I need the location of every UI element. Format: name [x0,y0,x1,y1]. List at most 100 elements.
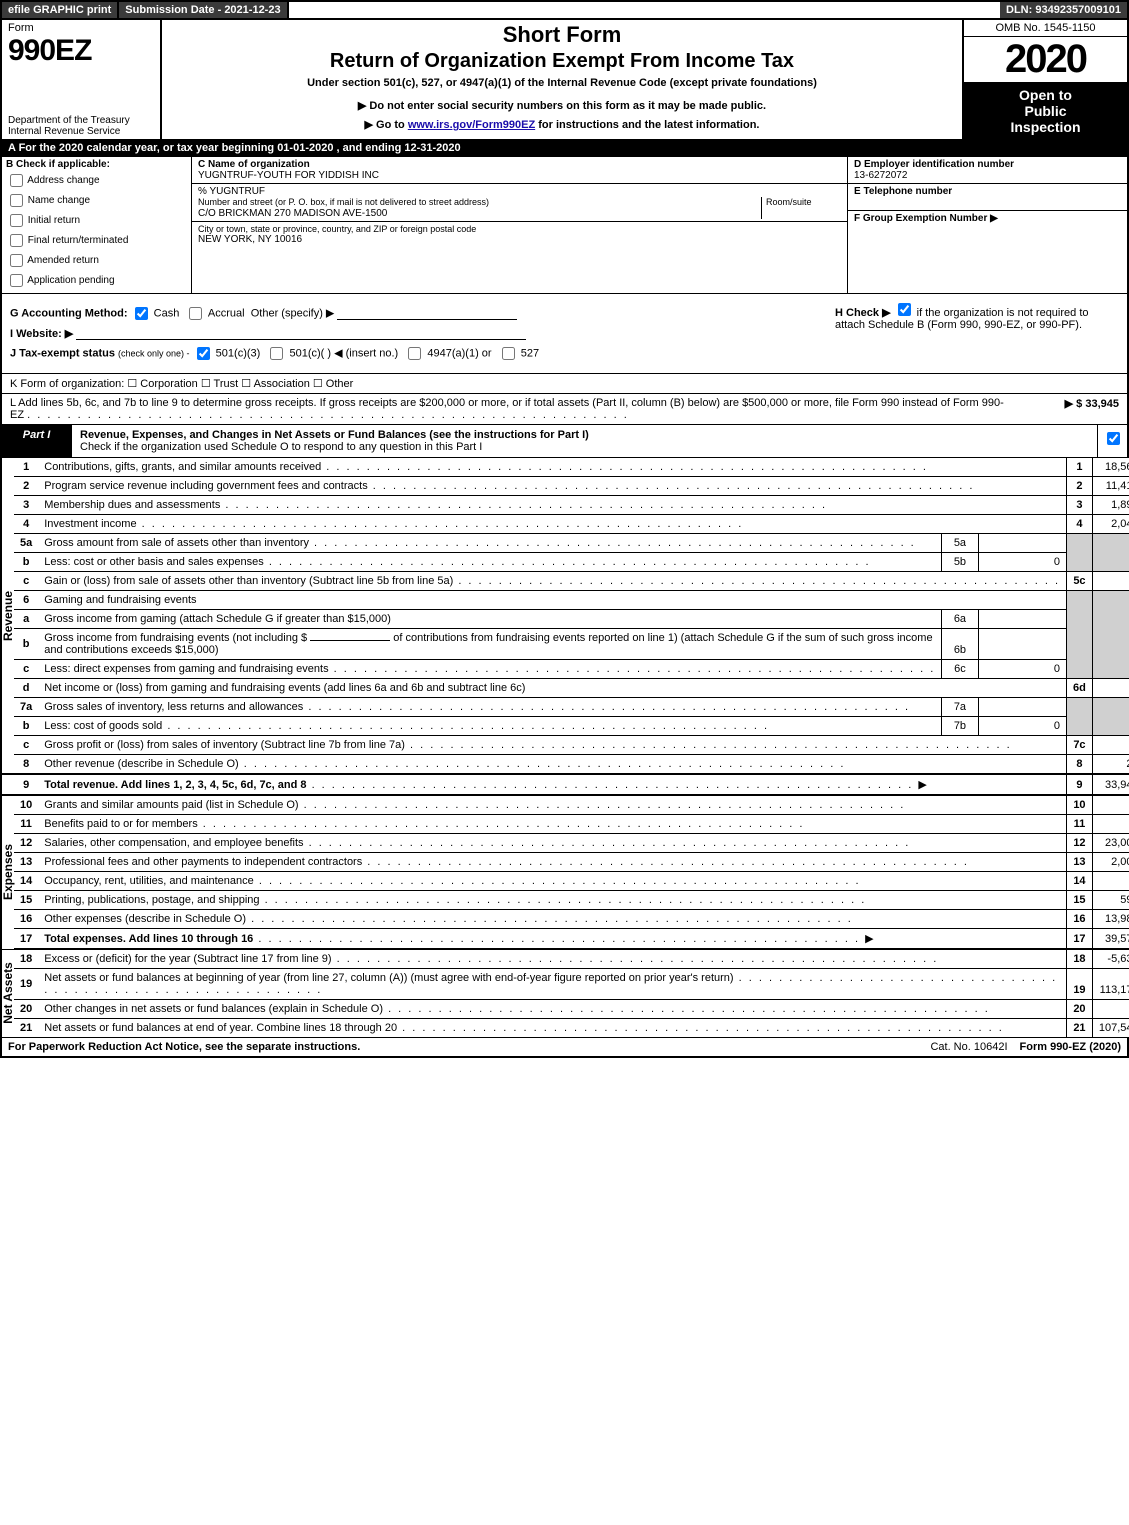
chk-501c[interactable] [270,347,283,360]
line-ref: 17 [1067,929,1093,950]
line-ref: 11 [1067,815,1093,834]
instr-pre: ▶ Go to [365,119,408,131]
d-cell: D Employer identification number 13-6272… [848,157,1127,184]
sub-val [978,610,1066,629]
expenses-band: Expenses [1,795,14,949]
table-row: 11 Benefits paid to or for members 11 [1,815,1129,834]
line-ref: 6d [1067,679,1093,698]
line-num: 10 [14,795,38,815]
line-amt: 107,540 [1092,1019,1129,1038]
part-i-title: Revenue, Expenses, and Changes in Net As… [72,425,1097,457]
line-ref: 19 [1067,969,1093,1000]
line-amt [1092,1000,1129,1019]
shade-cell [1067,698,1093,736]
form-number: 990EZ [8,34,154,68]
other-input[interactable] [337,308,517,320]
line-amt: 1,890 [1092,496,1129,515]
line-num: 2 [14,477,38,496]
top-bar: efile GRAPHIC print Submission Date - 20… [0,0,1129,20]
line-amt: 11,413 [1092,477,1129,496]
line-num: 8 [14,755,38,775]
table-row: 19 Net assets or fund balances at beginn… [1,969,1129,1000]
line-num: c [14,736,38,755]
j-4947: 4947(a)(1) or [427,348,491,360]
open-to-public-box: Open to Public Inspection [964,83,1127,139]
irs-link[interactable]: www.irs.gov/Form990EZ [408,119,535,131]
chk-amended[interactable]: Amended return [6,251,187,270]
l-amount: ▶ $ 33,945 [1009,397,1119,421]
chk-final[interactable]: Final return/terminated [6,231,187,250]
line-num: 21 [14,1019,38,1038]
line-desc: Salaries, other compensation, and employ… [38,834,1066,853]
header-left: Form 990EZ Department of the Treasury In… [2,20,162,139]
e-label: E Telephone number [854,186,1121,197]
street-address: C/O BRICKMAN 270 MADISON AVE-1500 [198,208,387,219]
chk-address[interactable]: Address change [6,171,187,190]
line-desc: Grants and similar amounts paid (list in… [38,795,1066,815]
form-word: Form [8,22,154,34]
line-ref: 12 [1067,834,1093,853]
j-501c3: 501(c)(3) [216,348,261,360]
sub-val [978,629,1066,660]
line-ref: 13 [1067,853,1093,872]
header-right: OMB No. 1545-1150 2020 Open to Public In… [962,20,1127,139]
table-row: 4 Investment income 4 2,049 [1,515,1129,534]
efile-print-button[interactable]: efile GRAPHIC print [2,2,119,18]
org-name: YUGNTRUF-YOUTH FOR YIDDISH INC [198,170,841,181]
sub-val: 0 [978,553,1066,572]
line-num: b [14,717,38,736]
table-row: 17 Total expenses. Add lines 10 through … [1,929,1129,950]
table-row: 3 Membership dues and assessments 3 1,89… [1,496,1129,515]
accrual-label: Accrual [208,307,245,319]
chk-4947[interactable] [408,347,421,360]
line-desc: Other expenses (describe in Schedule O) [38,910,1066,929]
shade-cell [1092,591,1129,679]
chk-initial[interactable]: Initial return [6,211,187,230]
table-row: 6 Gaming and fundraising events [1,591,1129,610]
chk-accrual[interactable] [189,307,202,320]
city-state-zip: NEW YORK, NY 10016 [198,234,841,245]
submission-date: Submission Date - 2021-12-23 [119,2,288,18]
line-desc: Gain or (loss) from sale of assets other… [38,572,1066,591]
line-desc: Less: cost or other basis and sales expe… [38,553,942,572]
city-label: City or town, state or province, country… [198,224,841,234]
open-l1: Open to [968,87,1123,103]
j-label: J Tax-exempt status [10,348,115,360]
revenue-band: Revenue [1,458,14,774]
chk-pending[interactable]: Application pending [6,271,187,290]
table-row: b Less: cost or other basis and sales ex… [1,553,1129,572]
chk-h[interactable] [898,303,911,316]
line-desc: Gross amount from sale of assets other t… [38,534,942,553]
part-i-checkbox[interactable] [1097,425,1127,457]
gh-left: G Accounting Method: Cash Accrual Other … [2,294,827,373]
row-a-tax-year: A For the 2020 calendar year, or tax yea… [0,140,1129,157]
line-desc: Investment income [38,515,1066,534]
line-amt: 597 [1092,891,1129,910]
table-row: 8 Other revenue (describe in Schedule O)… [1,755,1129,775]
line-ref: 4 [1067,515,1093,534]
sub-ref: 6b [942,629,978,660]
line-ref: 3 [1067,496,1093,515]
sub-val: 0 [978,717,1066,736]
i-label: I Website: ▶ [10,328,73,340]
table-row: 16 Other expenses (describe in Schedule … [1,910,1129,929]
line-num: c [14,660,38,679]
line-amt: 39,578 [1092,929,1129,950]
line-desc: Other revenue (describe in Schedule O) [38,755,1066,775]
chk-501c3[interactable] [197,347,210,360]
l-text: L Add lines 5b, 6c, and 7b to line 9 to … [10,397,1009,421]
line-num: 20 [14,1000,38,1019]
street-label: Number and street (or P. O. box, if mail… [198,197,489,207]
row-k: K Form of organization: ☐ Corporation ☐ … [0,374,1129,394]
sub-ref: 6c [942,660,978,679]
chk-527[interactable] [502,347,515,360]
website-input[interactable] [76,328,526,340]
chk-name[interactable]: Name change [6,191,187,210]
line-amt: 0 [1092,572,1129,591]
section-def: D Employer identification number 13-6272… [847,157,1127,293]
line-desc: Net assets or fund balances at end of ye… [38,1019,1066,1038]
chk-cash[interactable] [135,307,148,320]
return-title: Return of Organization Exempt From Incom… [330,50,794,73]
line-desc: Gross income from gaming (attach Schedul… [38,610,942,629]
table-row: 20 Other changes in net assets or fund b… [1,1000,1129,1019]
